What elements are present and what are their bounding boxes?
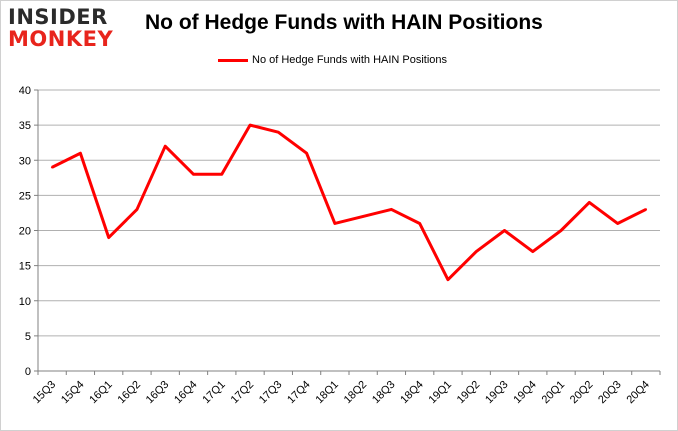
y-tick-label: 15 bbox=[19, 261, 31, 273]
x-tick-label: 20Q4 bbox=[624, 379, 652, 407]
data-point bbox=[418, 222, 421, 225]
x-tick-label: 19Q3 bbox=[483, 379, 511, 407]
data-point bbox=[475, 250, 478, 253]
data-point bbox=[277, 130, 280, 134]
data-point bbox=[559, 229, 563, 232]
data-point bbox=[107, 236, 110, 239]
y-tick-label: 40 bbox=[19, 85, 31, 97]
data-point bbox=[531, 250, 534, 253]
legend-label: No of Hedge Funds with HAIN Positions bbox=[252, 54, 448, 66]
x-tick-label: 15Q3 bbox=[31, 379, 59, 407]
insider-monkey-logo: INSIDER MONKEY bbox=[8, 6, 113, 50]
x-tick-label: 19Q4 bbox=[511, 379, 539, 407]
x-tick-label: 17Q4 bbox=[285, 379, 313, 407]
x-tick-label: 18Q4 bbox=[398, 379, 426, 407]
logo-line-2: MONKEY bbox=[8, 27, 114, 51]
x-tick-label: 20Q1 bbox=[540, 379, 568, 407]
y-tick-label: 30 bbox=[19, 155, 31, 167]
x-tick-label: 19Q1 bbox=[427, 379, 455, 407]
x-tick-label: 17Q2 bbox=[229, 379, 257, 407]
data-point bbox=[305, 152, 308, 155]
data-point bbox=[50, 166, 54, 169]
y-tick-label: 35 bbox=[19, 120, 31, 132]
data-point bbox=[616, 222, 619, 225]
data-point bbox=[79, 152, 82, 155]
x-tick-label: 17Q1 bbox=[200, 379, 228, 407]
x-tick-label: 18Q2 bbox=[342, 379, 370, 407]
data-point bbox=[390, 208, 393, 211]
data-point bbox=[220, 173, 223, 176]
chart-legend: No of Hedge Funds with HAIN Positions bbox=[218, 54, 447, 66]
data-point bbox=[644, 208, 648, 211]
data-point bbox=[588, 201, 591, 204]
data-point bbox=[361, 215, 365, 218]
x-tick-label: 19Q2 bbox=[455, 379, 483, 407]
data-point bbox=[446, 278, 450, 281]
chart-title: No of Hedge Funds with HAIN Positions bbox=[145, 11, 543, 34]
logo-line-1: INSIDER bbox=[8, 5, 108, 29]
x-tick-label: 15Q4 bbox=[59, 379, 87, 407]
y-tick-label: 0 bbox=[25, 366, 31, 378]
x-tick-label: 17Q3 bbox=[257, 379, 285, 407]
data-point bbox=[333, 222, 337, 225]
x-tick-label: 20Q2 bbox=[568, 379, 596, 407]
x-tick-label: 18Q3 bbox=[370, 379, 398, 407]
x-tick-label: 16Q2 bbox=[116, 379, 144, 407]
y-tick-label: 25 bbox=[19, 190, 31, 202]
x-tick-label: 16Q1 bbox=[87, 379, 115, 407]
y-tick-label: 10 bbox=[19, 296, 31, 308]
x-tick-label: 16Q3 bbox=[144, 379, 172, 407]
data-point bbox=[192, 173, 195, 176]
data-point bbox=[503, 229, 506, 232]
data-point bbox=[248, 123, 252, 127]
data-point bbox=[135, 208, 139, 211]
legend-swatch bbox=[218, 58, 248, 62]
y-tick-label: 20 bbox=[19, 226, 31, 238]
y-tick-label: 5 bbox=[25, 331, 31, 343]
x-tick-label: 18Q1 bbox=[313, 379, 341, 407]
x-tick-label: 16Q4 bbox=[172, 379, 200, 407]
data-point bbox=[164, 145, 167, 148]
series-line bbox=[51, 123, 647, 282]
x-tick-label: 20Q3 bbox=[596, 379, 624, 407]
